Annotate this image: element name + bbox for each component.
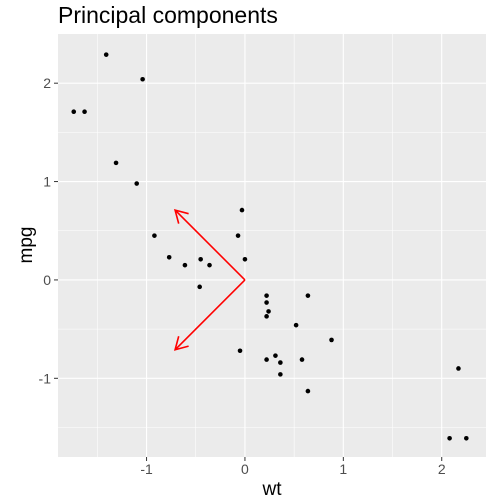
data-point	[464, 436, 469, 441]
loading-arrow	[173, 279, 246, 351]
data-point	[237, 348, 243, 354]
x-tick-label: -1	[140, 461, 153, 477]
y-axis-ticks: -1 0 1 2	[39, 75, 58, 386]
data-point	[166, 255, 172, 260]
chart-title: Principal components	[58, 2, 278, 28]
data-point	[264, 314, 269, 319]
data-point	[182, 262, 188, 268]
x-tick-label: 2	[438, 461, 446, 477]
data-point	[207, 262, 212, 268]
data-point	[242, 256, 248, 262]
data-point	[456, 366, 461, 371]
data-point	[113, 160, 119, 166]
data-point	[239, 207, 245, 213]
minor-gridlines	[58, 34, 486, 457]
score-points	[71, 52, 469, 441]
data-point	[134, 181, 140, 186]
data-point	[266, 309, 271, 314]
plot-panel	[58, 34, 486, 457]
data-point	[71, 109, 77, 115]
data-point	[82, 109, 87, 115]
x-tick-label: 0	[241, 461, 249, 477]
y-tick-label: 1	[43, 174, 51, 190]
data-point	[264, 293, 269, 298]
data-point	[152, 233, 157, 238]
data-point	[278, 372, 283, 377]
data-point	[305, 293, 311, 298]
data-point	[447, 436, 452, 441]
major-gridlines	[58, 34, 486, 457]
data-point	[305, 388, 311, 394]
y-tick-label: 2	[43, 75, 51, 91]
data-point	[140, 76, 145, 82]
x-axis-ticks: -1 0 1 2	[140, 457, 446, 477]
data-point	[197, 284, 202, 290]
data-point	[235, 233, 241, 238]
data-point	[198, 256, 203, 262]
data-point	[299, 357, 305, 362]
y-axis-title: mpg	[16, 227, 37, 264]
data-point	[103, 52, 109, 57]
y-tick-label: -1	[39, 370, 52, 386]
data-point	[329, 337, 334, 343]
x-axis-title: wt	[262, 479, 283, 500]
data-point	[293, 322, 299, 328]
loading-arrow	[173, 208, 246, 281]
data-point	[278, 360, 283, 365]
loading-arrows	[173, 208, 246, 351]
data-point	[264, 300, 269, 305]
x-tick-label: 1	[339, 461, 347, 477]
data-point	[273, 353, 278, 358]
y-tick-label: 0	[43, 272, 51, 288]
data-point	[264, 357, 269, 362]
